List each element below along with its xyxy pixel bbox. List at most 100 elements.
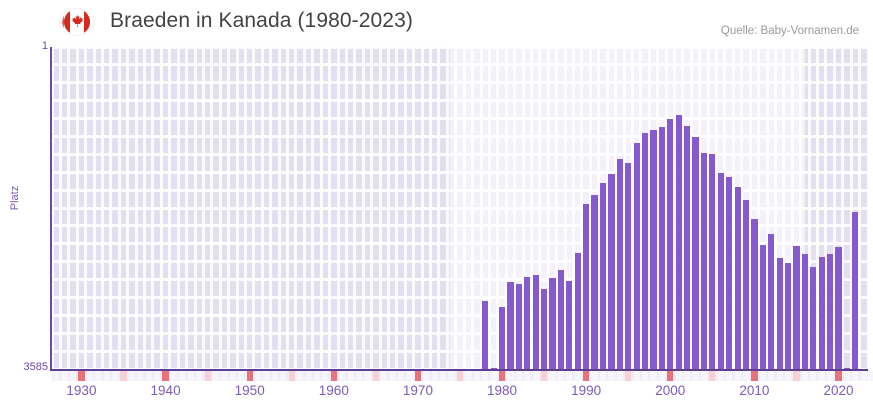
x-tick-minor [288, 371, 295, 381]
bar[interactable] [793, 246, 800, 369]
bar[interactable] [515, 284, 522, 369]
bar[interactable] [599, 182, 607, 369]
x-tick-minor [852, 371, 859, 381]
bar[interactable] [557, 269, 565, 369]
bar[interactable] [583, 204, 590, 369]
bar[interactable] [625, 162, 632, 369]
x-tick-minor [145, 371, 152, 381]
x-tick-minor [61, 371, 68, 381]
x-tick-minor [482, 371, 489, 381]
x-tick-minor [734, 371, 741, 381]
bar[interactable] [524, 276, 531, 369]
x-tick-minor [154, 371, 161, 381]
gridline-horizontal [52, 260, 868, 264]
x-tick-minor [305, 371, 312, 381]
bar[interactable] [692, 136, 699, 369]
bar[interactable] [650, 129, 657, 369]
x-tick-minor [95, 371, 102, 381]
x-tick-major [330, 371, 337, 381]
bar[interactable] [742, 199, 750, 369]
x-tick-minor [229, 371, 236, 381]
x-tick-minor [641, 371, 649, 381]
x-tick-minor [196, 371, 203, 381]
x-tick-minor [339, 371, 346, 381]
bar[interactable] [498, 307, 506, 369]
x-tick-minor [389, 371, 396, 381]
bar[interactable] [482, 301, 489, 369]
canada-flag-icon [60, 9, 94, 35]
bar[interactable] [709, 153, 716, 369]
bar[interactable] [700, 152, 708, 369]
bar[interactable] [852, 212, 859, 369]
bar[interactable] [490, 367, 497, 369]
bar[interactable] [759, 244, 766, 369]
x-tick-minor [827, 371, 834, 381]
bar[interactable] [717, 172, 724, 369]
x-tick-minor [179, 371, 186, 381]
x-tick-minor [69, 371, 77, 381]
bar[interactable] [768, 233, 775, 369]
x-tick-minor [599, 371, 607, 381]
x-tick-minor [507, 371, 514, 381]
chart-header: Braeden in Kanada (1980-2023) Quelle: Ba… [0, 0, 873, 44]
x-tick-minor [381, 371, 388, 381]
x-tick-label: 1960 [318, 383, 349, 398]
gridline-horizontal [52, 206, 868, 210]
bar[interactable] [801, 253, 808, 369]
x-tick-minor [541, 371, 548, 381]
bar[interactable] [684, 125, 691, 369]
bar[interactable] [574, 252, 581, 369]
bar[interactable] [818, 257, 825, 369]
bar[interactable] [734, 187, 741, 369]
y-axis-bottom-label: 3585 [23, 361, 48, 373]
x-tick-label: 1930 [66, 383, 97, 398]
bar[interactable] [667, 118, 674, 369]
bar[interactable] [616, 159, 623, 369]
gridline-horizontal [52, 331, 868, 335]
bar[interactable] [566, 280, 573, 369]
x-tick-minor [616, 371, 623, 381]
x-tick-minor [793, 371, 800, 381]
x-tick-minor [128, 371, 135, 381]
x-tick-minor [566, 371, 573, 381]
bar[interactable] [549, 277, 556, 369]
x-tick-major [78, 371, 85, 381]
bar[interactable] [810, 267, 817, 369]
x-tick-minor [709, 371, 716, 381]
bar[interactable] [633, 143, 640, 369]
x-tick-minor [633, 371, 640, 381]
x-tick-minor [658, 371, 665, 381]
bar[interactable] [776, 258, 783, 369]
bar[interactable] [641, 133, 649, 369]
y-axis-line [50, 47, 52, 370]
bar[interactable] [726, 177, 733, 369]
bar[interactable] [751, 219, 758, 369]
plot-area [52, 47, 868, 369]
gridline-horizontal [52, 295, 868, 299]
x-tick-minor [557, 371, 565, 381]
gridline-horizontal [52, 313, 868, 317]
bar[interactable] [507, 282, 514, 369]
bar[interactable] [658, 126, 665, 369]
x-tick-minor [532, 371, 539, 381]
bar[interactable] [784, 262, 792, 369]
x-tick-minor [742, 371, 750, 381]
gridline-horizontal [52, 134, 868, 138]
bar[interactable] [591, 195, 598, 369]
bar[interactable] [541, 288, 548, 369]
x-tick-minor [111, 371, 119, 381]
x-tick-minor [238, 371, 245, 381]
x-tick-major [162, 371, 169, 381]
x-tick-minor [440, 371, 447, 381]
bar[interactable] [675, 115, 682, 369]
bar[interactable] [843, 367, 851, 369]
x-tick-major [498, 371, 506, 381]
x-tick-minor [490, 371, 497, 381]
x-tick-minor [364, 371, 371, 381]
x-axis-tick-band [52, 371, 873, 381]
bar[interactable] [608, 173, 615, 369]
bar[interactable] [827, 253, 834, 369]
bar[interactable] [835, 247, 842, 369]
bar[interactable] [532, 275, 539, 369]
